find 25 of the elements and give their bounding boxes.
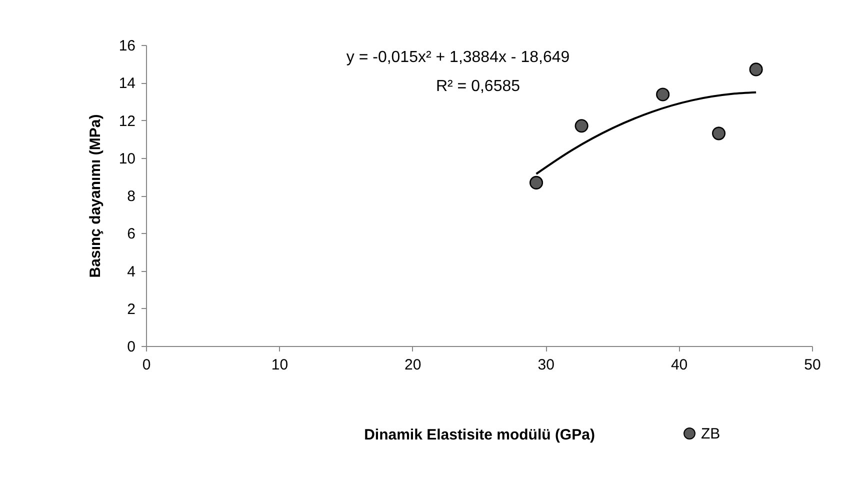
x-tick-label: 10 (271, 356, 288, 374)
point (712, 126, 726, 140)
point (656, 88, 670, 102)
annotation: R² = 0,6585 (436, 78, 520, 95)
y-tick-label: 0 (127, 338, 136, 356)
point (530, 176, 544, 190)
x-tick-label: 0 (142, 356, 151, 374)
y-tick-label: 10 (118, 150, 136, 168)
y-tick-label: 12 (118, 112, 136, 130)
x-tick-label: 50 (804, 356, 821, 374)
x-tick-label: 20 (404, 356, 422, 374)
x-tick-label: 30 (538, 356, 554, 374)
y-axis-title: Basınç dayanımı (MPa) (86, 114, 104, 278)
legend-label: ZB (701, 426, 720, 442)
y-tick-label: 4 (127, 263, 136, 280)
point (749, 62, 763, 76)
annotation: y = -0,015x² + 1,3884x - 18,649 (346, 49, 570, 66)
x-axis-title: Dinamik Elastisite modülü (GPa) (364, 426, 595, 444)
y-tick-label: 14 (118, 75, 136, 92)
y-tick-label: 16 (118, 38, 136, 54)
x-tick-label: 40 (670, 356, 688, 374)
y-tick-label: 8 (127, 188, 136, 205)
point (574, 119, 588, 133)
y-tick-label: 2 (127, 300, 136, 318)
y-tick-label: 6 (127, 226, 136, 243)
